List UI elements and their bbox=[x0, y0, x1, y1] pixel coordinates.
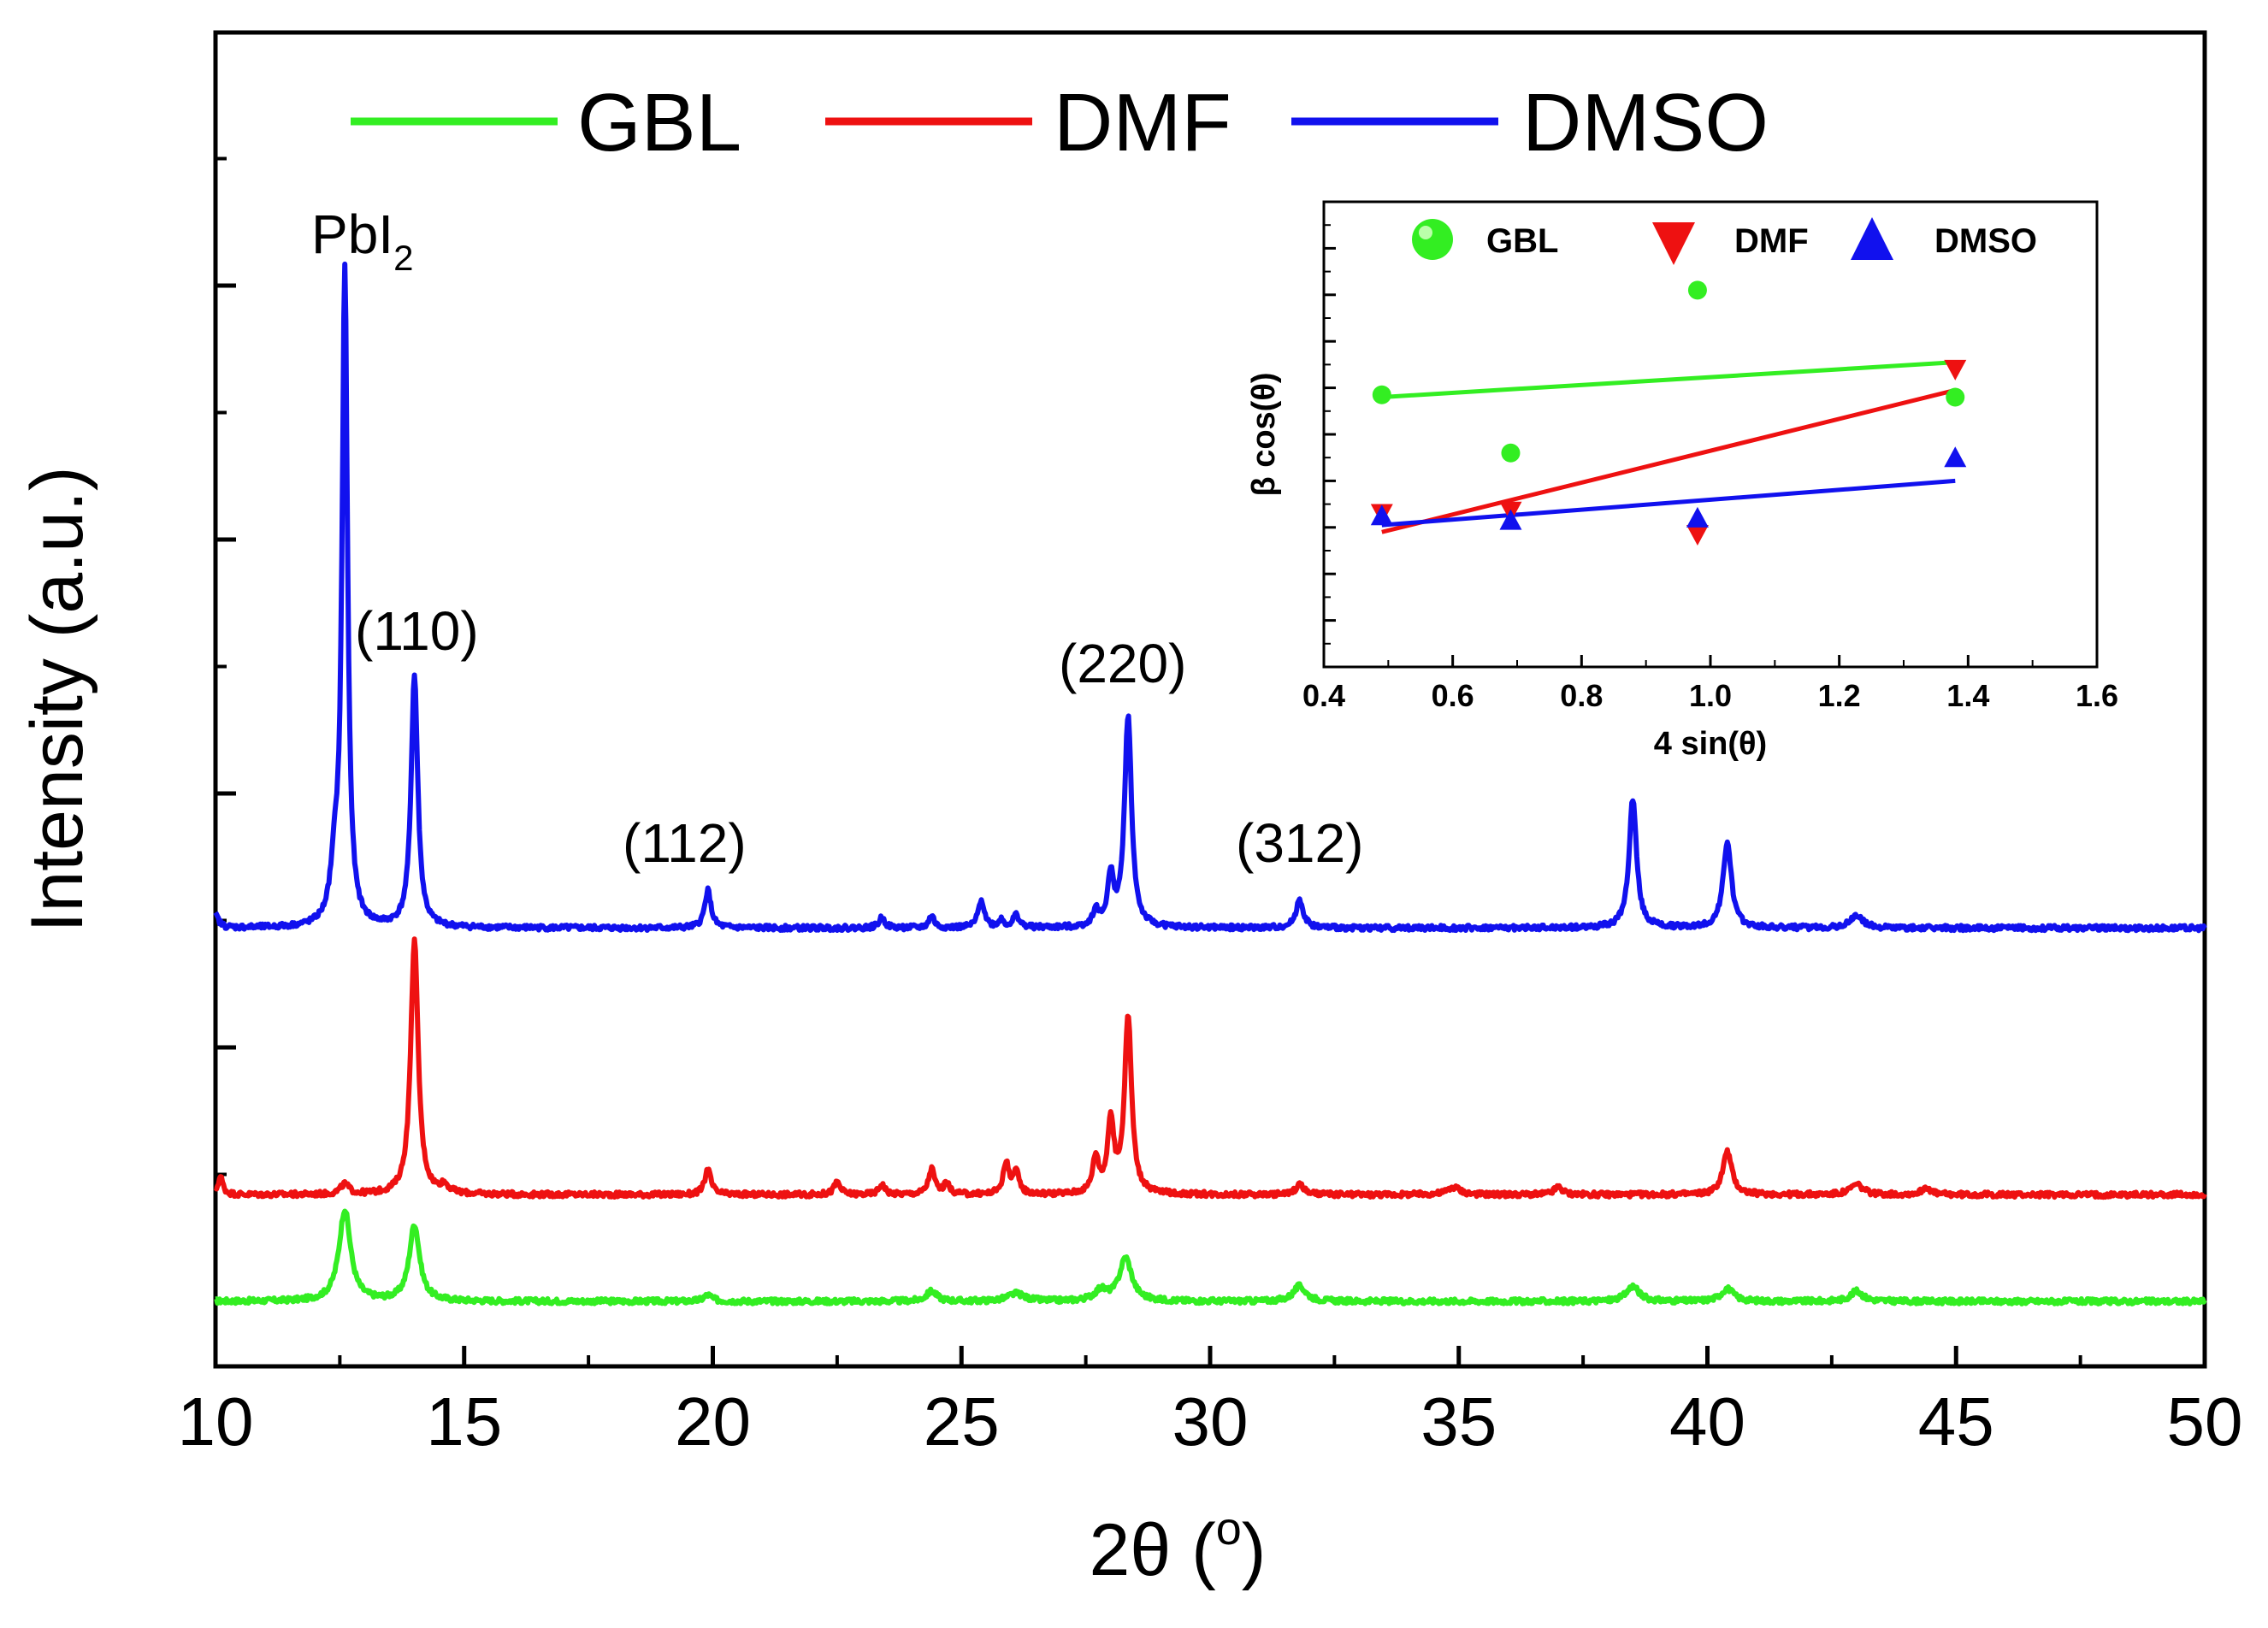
x-tick-label: 15 bbox=[426, 1383, 502, 1460]
inset-legend-marker-gbl bbox=[1412, 219, 1453, 260]
inset-x-axis-title: 4 sin(θ) bbox=[1654, 726, 1767, 762]
inset-point-gbl bbox=[1501, 443, 1521, 463]
inset-legend-marker-gbl-highlight bbox=[1419, 226, 1432, 239]
inset-legend-label-dmso: DMSO bbox=[1934, 222, 2037, 260]
inset-axis-ticks: 0.4 0.6 0.8 1.0 1.2 1.4 1.6 bbox=[1302, 200, 2118, 713]
inset-fit-line-dmso bbox=[1381, 478, 1956, 528]
main-series-group bbox=[213, 261, 2207, 1307]
legend: GBL DMF DMSO bbox=[351, 77, 1769, 168]
inset-point-dmso bbox=[1370, 504, 1393, 526]
inset-point-dmso bbox=[1686, 506, 1709, 528]
main-axis-ticks: 10 15 20 25 30 35 40 45 50 bbox=[178, 156, 2243, 1460]
inset-point-gbl bbox=[1946, 387, 1965, 407]
inset-legend: GBL DMF DMSO bbox=[1412, 217, 2037, 265]
inset-point-dmso bbox=[1944, 446, 1967, 468]
inset-point-gbl bbox=[1372, 385, 1391, 404]
inset-frame bbox=[1322, 200, 2099, 669]
annotation-220: (220) bbox=[1059, 633, 1186, 694]
inset-series-group bbox=[1370, 280, 1967, 546]
inset-x-tick-label: 0.4 bbox=[1302, 678, 1345, 713]
x-tick-label: 20 bbox=[675, 1383, 751, 1460]
inset-point-gbl bbox=[1687, 280, 1707, 300]
annotation-312: (312) bbox=[1236, 812, 1363, 874]
x-tick-label: 10 bbox=[178, 1383, 254, 1460]
x-tick-label: 35 bbox=[1420, 1383, 1497, 1460]
inset-point-dmf bbox=[1944, 359, 1967, 380]
inset-legend-marker-dmf bbox=[1652, 222, 1695, 265]
x-axis-title: 2θ (o) bbox=[1090, 1503, 1267, 1591]
inset-fit-line-dmf bbox=[1381, 387, 1956, 534]
inset-x-tick-label: 0.8 bbox=[1560, 678, 1603, 713]
inset-legend-marker-dmso bbox=[1851, 217, 1893, 260]
inset-x-tick-label: 1.6 bbox=[2076, 678, 2118, 713]
x-tick-label: 50 bbox=[2167, 1383, 2243, 1460]
series-line-dmf bbox=[213, 936, 2207, 1200]
annotation-pbi2: PbI2 bbox=[311, 204, 413, 278]
inset-x-tick-label: 0.6 bbox=[1432, 678, 1474, 713]
inset-chart: 0.4 0.6 0.8 1.0 1.2 1.4 1.6 4 sin(θ) β cos(θ) … bbox=[1246, 200, 2118, 762]
legend-label-dmso: DMSO bbox=[1522, 77, 1769, 168]
inset-x-tick-label: 1.2 bbox=[1818, 678, 1861, 713]
inset-x-tick-label: 1.4 bbox=[1946, 678, 1989, 713]
legend-label-gbl: GBL bbox=[577, 77, 741, 168]
x-tick-label: 25 bbox=[924, 1383, 1000, 1460]
x-tick-label: 30 bbox=[1172, 1383, 1249, 1460]
inset-x-tick-label: 1.0 bbox=[1689, 678, 1732, 713]
x-tick-label: 45 bbox=[1918, 1383, 1994, 1460]
y-axis-title: Intensity (a.u.) bbox=[16, 467, 98, 933]
series-line-dmso bbox=[213, 261, 2207, 934]
x-tick-label: 40 bbox=[1669, 1383, 1745, 1460]
inset-legend-label-gbl: GBL bbox=[1486, 222, 1558, 260]
series-line-gbl bbox=[214, 1208, 2207, 1307]
inset-point-dmf bbox=[1686, 524, 1709, 546]
inset-legend-label-dmf: DMF bbox=[1734, 222, 1809, 260]
annotation-110: (110) bbox=[355, 600, 479, 662]
annotation-112: (112) bbox=[623, 812, 747, 874]
inset-fit-line-gbl bbox=[1381, 360, 1956, 399]
inset-y-axis-title: β cos(θ) bbox=[1246, 372, 1282, 496]
inset-point-dmso bbox=[1499, 509, 1522, 530]
legend-label-dmf: DMF bbox=[1054, 77, 1231, 168]
